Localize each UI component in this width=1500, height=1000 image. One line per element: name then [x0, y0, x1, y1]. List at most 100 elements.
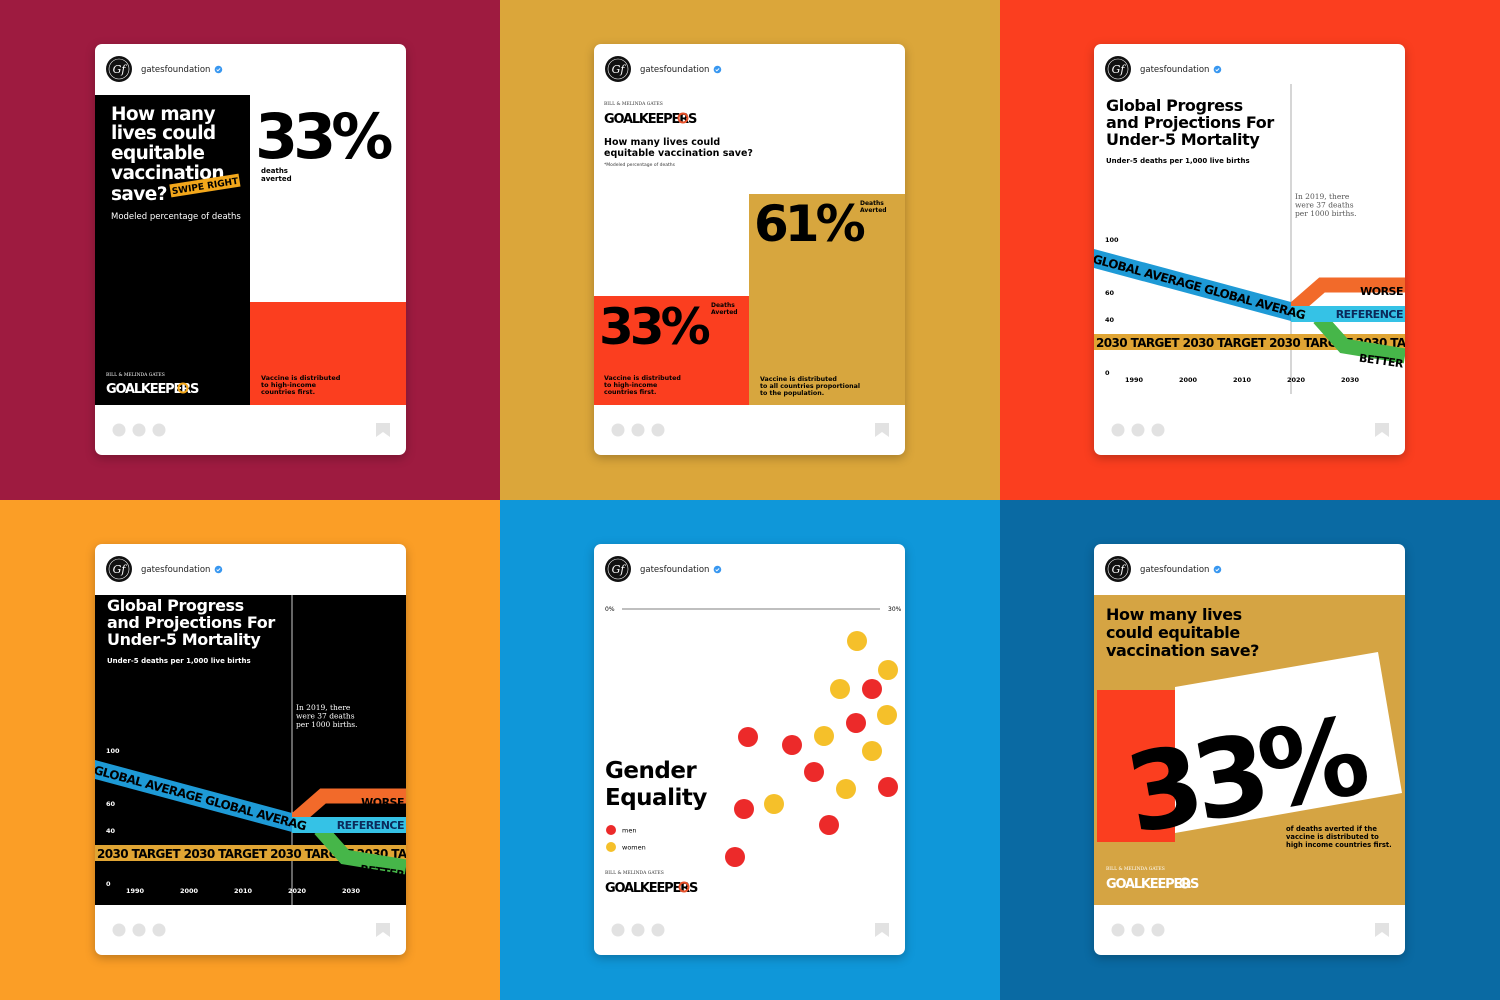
stat-label: Deaths Averted — [860, 200, 887, 214]
post: Global Progress and Projections For Under-… — [1094, 56, 1405, 437]
note-line: to high-income — [604, 382, 657, 389]
band-label: WORSE — [1360, 285, 1403, 298]
avatar-text: Gf — [612, 563, 627, 576]
note-line: vaccine is distributed to — [1286, 833, 1379, 841]
verified-badge — [713, 65, 722, 74]
handle: gatesfoundation — [1140, 65, 1209, 75]
action-icon — [631, 423, 645, 437]
x-tick-label: 2010 — [1233, 376, 1252, 384]
verified-badge — [1213, 65, 1222, 74]
note-line: to high-income — [261, 381, 317, 389]
post-title: How many lives could equitable vaccinati… — [111, 104, 230, 205]
avatar-ring — [108, 58, 130, 80]
annotation-line: In 2019, there — [1295, 192, 1350, 201]
action-icon — [1131, 923, 1145, 937]
dot-men — [738, 727, 758, 747]
post: BILL & MELINDA GATES GOALKEEPERS How man… — [594, 56, 905, 437]
band-label: 2030 TARGET 2030 TARGET 2030 TARGET 2030… — [1096, 336, 1405, 350]
avatar-ring — [108, 558, 130, 580]
post-card: Global Progress and Projections For Under-… — [1094, 44, 1405, 455]
band-label: 2030 TARGET 2030 TARGET 2030 TARGET 2030… — [97, 847, 406, 861]
legend-swatch — [606, 825, 616, 835]
verified-check — [1215, 568, 1220, 572]
y-tick-label: 40 — [1105, 316, 1115, 324]
footnote: *Modeled percentage of deaths — [604, 162, 676, 168]
title-line: Equality — [605, 785, 707, 811]
note-line: Vaccine is distributed — [261, 374, 341, 382]
action-icon — [651, 923, 665, 937]
annotation-line: per 1000 births. — [296, 720, 358, 729]
post-card: How many lives could equitable vaccinati… — [95, 44, 406, 455]
stat: 33% — [599, 298, 710, 356]
action-icon — [611, 423, 625, 437]
label-line: Deaths — [711, 302, 735, 309]
band-label: GLOBAL AVERAGE GLOBAL AVERAG — [1094, 252, 1307, 322]
avatar — [1105, 556, 1131, 582]
post-title: Gender Equality — [605, 758, 707, 811]
title-line: equitable — [111, 143, 204, 164]
label-line: Averted — [860, 207, 887, 214]
action-icon — [132, 923, 146, 937]
avatar — [1105, 56, 1131, 82]
bookmark-icon — [376, 423, 390, 437]
x-tick-label: 2000 — [1179, 376, 1198, 384]
label-line: deaths — [261, 167, 288, 175]
x-tick-label: 2000 — [180, 887, 199, 895]
label-line: Deaths — [860, 200, 884, 207]
logo-ring — [677, 112, 689, 124]
x-tick-label: 1990 — [126, 887, 145, 895]
dot-women — [847, 631, 867, 651]
stat-label: Deaths Averted — [711, 302, 738, 316]
band-worse — [1286, 277, 1405, 318]
panel-white — [1175, 652, 1402, 833]
note: Vaccine is distributed to high-income co… — [604, 375, 683, 396]
action-icon — [651, 423, 665, 437]
avatar — [106, 556, 132, 582]
title-line: lives could — [111, 123, 216, 144]
handle: gatesfoundation — [640, 565, 709, 575]
band-label: REFERENCE — [337, 819, 404, 832]
note-line: countries first. — [604, 389, 656, 396]
band-label: BETTER — [1358, 352, 1405, 371]
title-line: How many lives — [1106, 605, 1242, 624]
title-line: and Projections For — [1106, 113, 1274, 132]
title-line: Gender — [605, 758, 697, 784]
y-tick-label: 60 — [1105, 289, 1115, 297]
action-icon — [611, 923, 625, 937]
band-average — [95, 760, 292, 832]
verified-check — [715, 68, 720, 72]
action-icon — [631, 923, 645, 937]
title-line: vaccination save? — [1106, 641, 1259, 660]
stat: 33% — [255, 100, 392, 173]
dot-women — [836, 779, 856, 799]
post-title: Global Progress and Projections For Under-… — [107, 596, 275, 649]
tag-box — [169, 173, 241, 198]
panel-red — [250, 302, 406, 405]
avatar — [605, 556, 631, 582]
action-icon — [132, 423, 146, 437]
action-icon — [1111, 423, 1125, 437]
dot-men — [846, 713, 866, 733]
dot-women — [877, 705, 897, 725]
title-line: Global Progress — [107, 596, 244, 615]
bookmark-icon — [1375, 923, 1389, 937]
post: How many lives could equitable vaccinati… — [1094, 556, 1405, 937]
label-line: Averted — [711, 309, 738, 316]
y-tick-label: 0 — [1105, 369, 1110, 377]
post: 0% 30% Gender Equality men women BILL & … — [605, 556, 902, 937]
annotation: In 2019, there were 37 deaths per 1000 bir… — [296, 703, 358, 729]
post-card: Global Progress and Projections For Under-… — [95, 544, 406, 955]
verified-badge — [214, 65, 223, 74]
note-line: Vaccine is distributed — [604, 375, 681, 382]
band-better — [314, 824, 406, 875]
y-tick-label: 100 — [1105, 236, 1119, 244]
x-tick-label: 2030 — [342, 887, 361, 895]
avatar-ring — [1107, 558, 1129, 580]
dot-men — [862, 679, 882, 699]
dot-women — [830, 679, 850, 699]
panel-gold — [749, 194, 905, 405]
avatar-ring — [607, 58, 629, 80]
legend-swatch — [606, 842, 616, 852]
band-worse — [287, 788, 406, 829]
action-icon — [1111, 923, 1125, 937]
